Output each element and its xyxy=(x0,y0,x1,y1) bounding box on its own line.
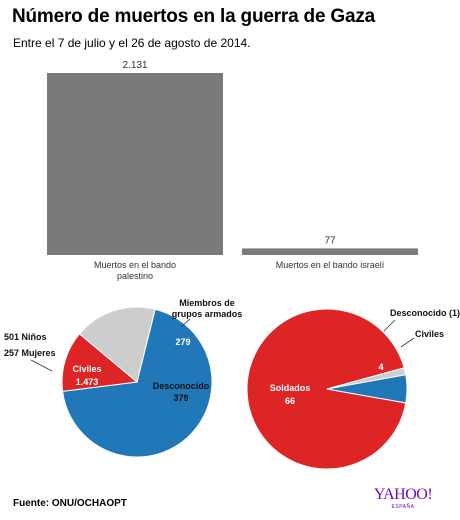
chart-subtitle: Entre el 7 de julio y el 26 de agosto de… xyxy=(13,36,251,50)
bar-1 xyxy=(242,248,418,255)
pie2-desconocido-leader xyxy=(383,319,396,332)
pie1-annotation-leader xyxy=(30,359,53,372)
source-note: Fuente: ONU/OCHAOPT xyxy=(13,498,127,509)
bar-value-label-0: 2.131 xyxy=(122,60,147,71)
pie1-desconocido-label: Desconocido xyxy=(153,381,210,391)
pie1-annotation-mujeres: 257 Mujeres xyxy=(4,348,56,358)
pie2-slice-2 xyxy=(326,374,408,404)
bar-category-label-0: Muertos en el bando palestino xyxy=(94,260,176,281)
bar-0 xyxy=(47,73,223,255)
pie1-slice-2 xyxy=(78,306,156,383)
chart-title: Número de muertos en la guerra de Gaza xyxy=(12,6,376,27)
yahoo-logo: YAHOO! ESPAÑA xyxy=(372,487,434,510)
pie2-civiles-value: 4 xyxy=(378,362,383,372)
pie1-annotation-ninos: 501 Niños xyxy=(4,332,47,342)
pie1-armados-label: Miembros de grupos armados xyxy=(172,298,243,319)
pie2-soldados-value: 66 xyxy=(285,396,295,406)
pie1-civiles-value: 1.473 xyxy=(76,377,99,387)
pie1-slice-1 xyxy=(61,333,139,392)
pie2-soldados-label: Soldados xyxy=(270,383,311,393)
pie1-desconocido-value: 379 xyxy=(173,393,188,403)
pie2-civiles-label: Civiles xyxy=(415,329,444,339)
bar-category-label-1: Muertos en el bando israelí xyxy=(276,260,385,270)
pie1-armados-value: 279 xyxy=(175,337,190,347)
bar-value-label-1: 77 xyxy=(324,235,336,246)
pie2-desconocido-label: Desconocido (1) xyxy=(390,308,460,318)
pie1-slice-0 xyxy=(62,308,213,458)
logo-word: YAHOO! xyxy=(373,486,433,503)
pie2-civiles-leader xyxy=(400,337,415,348)
logo-subtitle: ESPAÑA xyxy=(391,504,415,510)
pie1-civiles-label: Civiles xyxy=(72,364,101,374)
pie1-armados-leader xyxy=(180,318,191,328)
pie2-slice-0 xyxy=(246,308,407,470)
